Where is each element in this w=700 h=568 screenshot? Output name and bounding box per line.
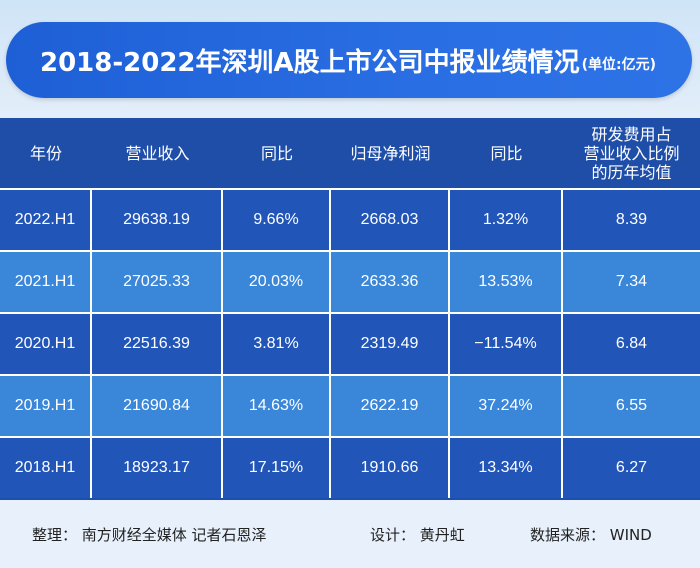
cell-rd-ratio: 6.84 [615, 335, 648, 352]
cell-profit-yoy: 13.53% [450, 252, 563, 312]
cell-net-profit: 2668.03 [331, 190, 450, 250]
table-row: 2021.H1 27025.33 20.03% 2633.36 13.53% 7… [0, 250, 700, 312]
cell-net-profit: 1910.66 [331, 438, 450, 498]
cell-revenue-yoy: 20.03% [223, 252, 331, 312]
table-row: 2020.H1 22516.39 3.81% 2319.49 −11.54% 6… [0, 312, 700, 374]
cell-profit-yoy: 37.24% [450, 376, 563, 436]
cell-rd-ratio: 6.27 [615, 459, 648, 476]
cell-net-profit: 2319.49 [331, 314, 450, 374]
cell-rd-ratio: 8.39 [615, 211, 648, 228]
cell-profit-yoy: −11.54% [450, 314, 563, 374]
results-table: 年份 营业收入 同比 归母净利润 同比 研发费用占 营业收入比例 的历年均值 2… [0, 118, 700, 500]
cell-net-profit: 2622.19 [331, 376, 450, 436]
header-revenue-yoy: 同比 [260, 143, 293, 163]
header-revenue: 营业收入 [125, 143, 190, 163]
table-row: 2018.H1 18923.17 17.15% 1910.66 13.34% 6… [0, 436, 700, 498]
table-header-row: 年份 营业收入 同比 归母净利润 同比 研发费用占 营业收入比例 的历年均值 [0, 118, 700, 188]
cell-profit-yoy: 1.32% [450, 190, 563, 250]
page-title: 2018-2022年深圳A股上市公司中报业绩情况 [40, 47, 580, 78]
header-rd-ratio: 研发费用占 营业收入比例 的历年均值 [583, 124, 680, 182]
cell-rd-ratio: 7.34 [615, 273, 648, 290]
unit-label: (单位:亿元) [581, 57, 657, 73]
cell-profit-yoy: 13.34% [450, 438, 563, 498]
compiled-by-credit: 整理： 南方财经全媒体 记者石恩泽 [32, 526, 267, 544]
cell-revenue: 18923.17 [92, 438, 223, 498]
header-net-profit: 归母净利润 [350, 143, 431, 163]
cell-revenue-yoy: 17.15% [223, 438, 331, 498]
cell-revenue: 27025.33 [92, 252, 223, 312]
table-body: 2022.H1 29638.19 9.66% 2668.03 1.32% 8.3… [0, 188, 700, 498]
cell-year: 2022.H1 [0, 190, 92, 250]
footer-credits: 整理： 南方财经全媒体 记者石恩泽 设计： 黄丹虹 数据来源： WIND [0, 500, 700, 568]
cell-year: 2020.H1 [0, 314, 92, 374]
table-row: 2022.H1 29638.19 9.66% 2668.03 1.32% 8.3… [0, 188, 700, 250]
header-profit-yoy: 同比 [490, 143, 523, 163]
table-row: 2019.H1 21690.84 14.63% 2622.19 37.24% 6… [0, 374, 700, 436]
design-credit: 设计： 黄丹虹 [370, 526, 465, 544]
cell-revenue-yoy: 3.81% [223, 314, 331, 374]
cell-net-profit: 2633.36 [331, 252, 450, 312]
title-banner: 2018-2022年深圳A股上市公司中报业绩情况 (单位:亿元) [6, 22, 692, 98]
cell-rd-ratio: 6.55 [615, 397, 648, 414]
cell-revenue: 29638.19 [92, 190, 223, 250]
cell-revenue: 22516.39 [92, 314, 223, 374]
cell-revenue-yoy: 14.63% [223, 376, 331, 436]
cell-year: 2019.H1 [0, 376, 92, 436]
header-year: 年份 [29, 143, 62, 163]
cell-year: 2018.H1 [0, 438, 92, 498]
cell-revenue-yoy: 9.66% [223, 190, 331, 250]
cell-year: 2021.H1 [0, 252, 92, 312]
data-source-credit: 数据来源： WIND [530, 526, 652, 544]
cell-revenue: 21690.84 [92, 376, 223, 436]
